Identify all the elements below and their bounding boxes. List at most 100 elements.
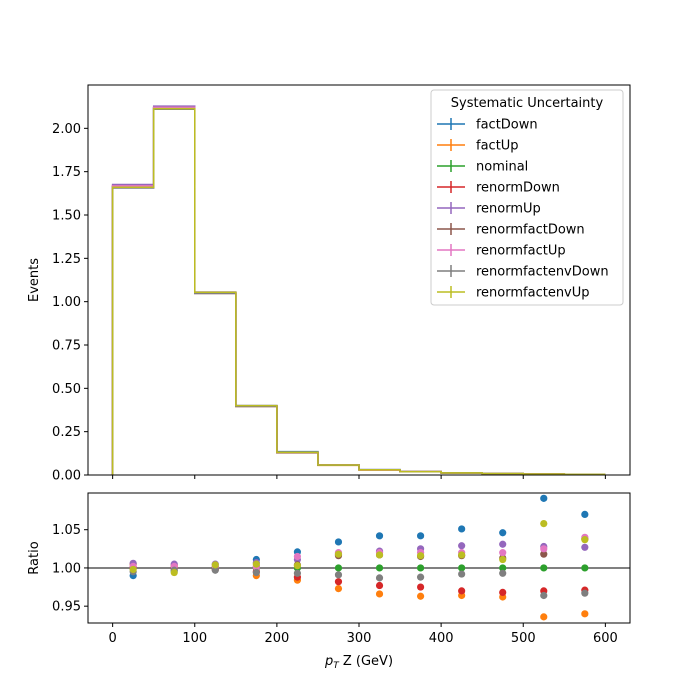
ratio-point-factDown xyxy=(458,525,466,533)
x-axis-label-subscript: T xyxy=(333,661,340,671)
ratio-point-nominal xyxy=(334,564,343,572)
ratio-point-renormfactenvUp xyxy=(170,568,178,577)
ratio-y-tick-label: 1.05 xyxy=(52,523,81,538)
ratio-point-factDown xyxy=(540,494,548,502)
ratio-point-renormDown xyxy=(375,581,384,590)
ratio-point-renormfactenvUp xyxy=(211,561,219,569)
legend-label: renormDown xyxy=(476,181,560,196)
x-tick-label: 500 xyxy=(511,631,536,646)
legend-entry-renormfactUp: renormfactUp xyxy=(437,244,566,259)
ratio-point-renormDown xyxy=(416,583,425,591)
ratio-point-renormfactenvUp xyxy=(458,551,466,559)
main-y-tick-label: 1.75 xyxy=(52,165,81,180)
legend-entry-renormUp: renormUp xyxy=(437,202,541,217)
ratio-point-renormfactenvDown xyxy=(375,574,384,582)
legend-entry-renormfactDown: renormfactDown xyxy=(437,223,585,238)
ratio-point-nominal xyxy=(375,564,384,572)
ratio-point-factDown xyxy=(499,529,507,537)
x-axis-label-rest: Z (GeV) xyxy=(339,654,393,669)
legend-title: Systematic Uncertainty xyxy=(451,96,604,111)
ratio-y-tick-label: 1.00 xyxy=(52,561,81,576)
histogram-line-renormfactenvUp xyxy=(111,107,606,476)
ratio-y-ticks: 0.95 1.00 1.05 xyxy=(52,523,88,615)
x-tick-label: 300 xyxy=(347,631,372,646)
ratio-point-factUp xyxy=(416,592,425,600)
legend-label: renormfactenvUp xyxy=(476,286,590,301)
main-y-axis-label: Events xyxy=(27,258,42,302)
ratio-point-renormDown xyxy=(334,578,343,586)
legend-label: renormfactUp xyxy=(476,244,566,259)
legend-entry-nominal: nominal xyxy=(437,160,528,175)
ratio-x-ticks: 0 100 200 300 400 500 600 xyxy=(108,623,618,646)
ratio-point-factDown xyxy=(416,532,425,540)
ratio-point-renormfactenvDown xyxy=(416,573,425,581)
ratio-point-nominal xyxy=(540,564,548,572)
legend-label: renormUp xyxy=(476,202,541,217)
main-y-tick-label: 2.00 xyxy=(52,122,81,137)
x-tick-label: 100 xyxy=(182,631,207,646)
legend-entries: factDown factUp nominal renormDown renormUp r… xyxy=(437,118,609,301)
histogram-steps xyxy=(111,105,606,476)
ratio-point-factDown xyxy=(375,532,384,540)
main-y-tick-label: 1.00 xyxy=(52,295,81,310)
ratio-point-renormfactUp xyxy=(293,552,302,561)
ratio-point-renormfactenvUp xyxy=(334,550,343,558)
ratio-point-renormUp xyxy=(581,543,589,551)
ratio-point-renormfactenvUp xyxy=(416,552,425,560)
legend-entry-renormfactenvUp: renormfactenvUp xyxy=(437,286,590,301)
x-tick-label: 600 xyxy=(593,631,618,646)
ratio-point-renormDown xyxy=(499,588,507,597)
ratio-point-renormUp xyxy=(458,542,466,550)
ratio-point-nominal xyxy=(499,564,507,572)
ratio-point-renormfactUp xyxy=(540,545,548,553)
legend-entry-factDown: factDown xyxy=(437,118,538,133)
ratio-point-factUp xyxy=(581,610,589,618)
ratio-point-renormfactDown xyxy=(540,550,548,558)
ratio-points xyxy=(129,494,589,621)
legend-label: nominal xyxy=(476,160,528,175)
ratio-point-nominal xyxy=(458,564,466,572)
legend-label: renormfactDown xyxy=(476,223,585,238)
x-tick-label: 0 xyxy=(108,631,116,646)
ratio-point-renormfactUp xyxy=(499,549,507,557)
ratio-point-factDown xyxy=(581,510,589,519)
main-y-tick-label: 1.25 xyxy=(52,252,81,267)
ratio-point-factUp xyxy=(375,590,384,598)
legend-entry-renormfactenvDown: renormfactenvDown xyxy=(437,265,609,280)
main-y-tick-label: 1.50 xyxy=(52,209,81,224)
ratio-point-renormfactenvDown xyxy=(252,568,260,577)
x-tick-label: 200 xyxy=(264,631,289,646)
ratio-point-factUp xyxy=(540,613,548,621)
ratio-point-renormfactenvDown xyxy=(293,569,302,577)
main-panel: 0.00 0.25 0.50 0.75 1.00 1.25 1.50 1.75 2.00 Eve… xyxy=(27,84,631,484)
x-axis-label: pT Z (GeV) xyxy=(324,654,393,671)
main-y-tick-label: 0.50 xyxy=(52,382,81,397)
legend-frame xyxy=(430,89,624,306)
legend-label: factDown xyxy=(476,118,538,133)
main-x-ticks xyxy=(112,475,606,479)
ratio-point-renormfactenvUp xyxy=(129,565,137,574)
ratio-point-renormfactenvUp xyxy=(252,560,260,568)
ratio-point-renormfactenvUp xyxy=(540,519,548,528)
ratio-point-nominal xyxy=(581,564,589,572)
ratio-y-axis-label: Ratio xyxy=(27,541,42,574)
ratio-panel: 0 100 200 300 400 500 600 0.95 1.00 1.05 Ratio p… xyxy=(27,492,631,671)
ratio-y-tick-label: 0.95 xyxy=(52,600,81,615)
ratio-point-renormfactenvDown xyxy=(334,571,343,579)
ratio-point-renormfactenvDown xyxy=(458,570,466,578)
main-y-tick-label: 0.25 xyxy=(52,425,81,440)
ratio-point-renormUp xyxy=(499,540,507,548)
ratio-point-factDown xyxy=(334,538,343,546)
ratio-point-renormfactenvDown xyxy=(540,591,548,600)
ratio-point-renormDown xyxy=(458,587,466,595)
main-y-tick-label: 0.00 xyxy=(52,469,81,484)
x-axis-label-symbol: p xyxy=(324,654,333,669)
x-tick-label: 400 xyxy=(429,631,454,646)
ratio-point-renormfactenvDown xyxy=(499,569,507,577)
ratio-point-renormfactenvUp xyxy=(375,551,384,559)
ratio-point-renormfactenvUp xyxy=(499,555,507,564)
legend-label: renormfactenvDown xyxy=(476,265,609,280)
main-y-tick-label: 0.75 xyxy=(52,339,81,354)
ratio-point-renormfactenvUp xyxy=(293,562,302,570)
